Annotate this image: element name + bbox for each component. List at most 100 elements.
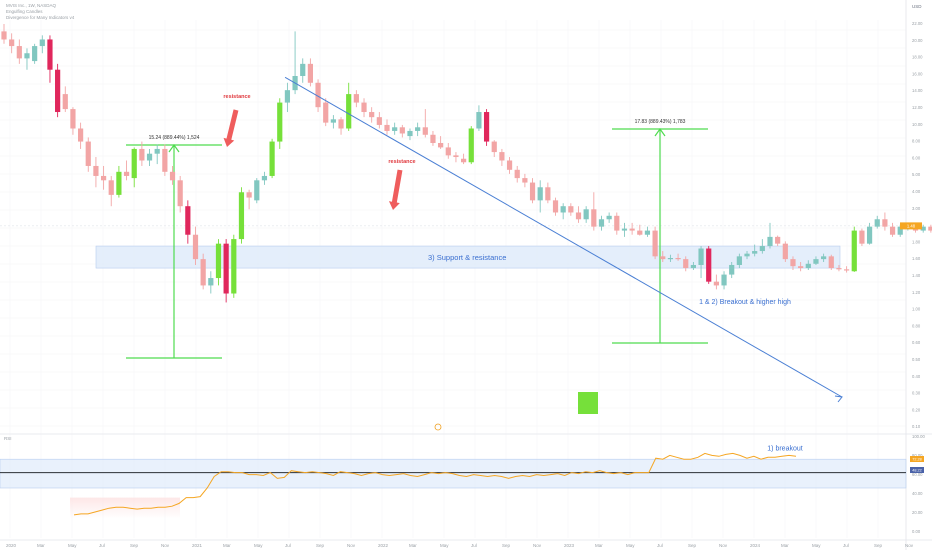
price-tick-label: 0.50 [912, 357, 921, 362]
rsi-tick-label: 60.00 [912, 472, 923, 477]
rsi-tag-1 [910, 456, 924, 462]
time-tick-label: Mar [223, 543, 231, 548]
price-tick-label: 8.00 [912, 139, 921, 144]
candle-body [1, 31, 7, 40]
time-tick-label: 2022 [378, 543, 389, 548]
rsi-tick-label: 20.00 [912, 510, 923, 515]
candle-body [637, 230, 643, 235]
price-tick-label: 1.80 [912, 239, 921, 244]
candle-body [353, 94, 359, 103]
candle-body [491, 141, 497, 153]
candle-body [323, 102, 329, 123]
time-tick-label: Sep [502, 543, 511, 548]
label-resistance-1: resistance [223, 94, 250, 100]
candle-body [821, 256, 827, 260]
candle-body [759, 246, 765, 252]
candle-body [139, 148, 145, 161]
candle-body [330, 119, 336, 123]
candle-body [690, 264, 696, 269]
candle-body [284, 90, 291, 103]
price-tick-label: 1.60 [912, 256, 921, 261]
candle-body [836, 268, 842, 270]
rsi-pane-label: RSI [4, 436, 12, 441]
candle-body [560, 206, 566, 213]
candle-body [445, 147, 451, 156]
candle-body [598, 219, 605, 227]
last-price-tag-text: 1.48 [907, 223, 916, 228]
time-tick-label: May [440, 543, 449, 548]
candle-body [438, 142, 444, 148]
candle-body [315, 82, 321, 108]
candle-body [537, 187, 543, 201]
candle-body [300, 63, 306, 76]
candle-body [775, 236, 781, 244]
price-tick-label: 0.10 [912, 424, 921, 429]
candle-body [307, 63, 313, 83]
measure-2-label: 17.83 (889.43%) 1,783 [635, 119, 686, 125]
candle-body [859, 230, 865, 244]
symbol-title: MVIS Inc., 1W, NASDAQ [6, 3, 57, 8]
price-tick-label: 3.00 [912, 206, 921, 211]
candle-body [100, 175, 107, 181]
candle-body [713, 281, 719, 286]
candle-body [882, 219, 888, 227]
candle-body [866, 226, 873, 244]
candle-body [55, 69, 61, 113]
candle-body [529, 182, 536, 201]
candle-body [729, 264, 735, 275]
candle-body [499, 152, 505, 161]
candle-body [407, 130, 413, 137]
time-tick-label: Sep [688, 543, 697, 548]
price-tick-label: 5.00 [912, 172, 921, 177]
candle-body [798, 266, 804, 269]
candle-body [238, 192, 245, 240]
price-tick-label: 0.80 [912, 323, 921, 328]
rsi-tag-1-text: 72.28 [912, 458, 922, 462]
candle-body [200, 259, 206, 286]
candle-body [361, 102, 367, 113]
time-tick-label: Nov [347, 543, 356, 548]
time-tick-label: Mar [409, 543, 417, 548]
candle-body [644, 230, 651, 235]
time-tick-label: 2021 [192, 543, 203, 548]
candle-body [545, 187, 551, 201]
rsi-tag-2-text: 48.22 [912, 469, 922, 473]
candle-body [108, 180, 114, 195]
rsi-tick-label: 40.00 [912, 491, 923, 496]
candle-body [453, 155, 459, 158]
candle-body [583, 209, 589, 220]
candle-body [131, 148, 137, 179]
candle-body [483, 112, 490, 142]
candle-body [215, 243, 222, 279]
measure-2-arrowhead [654, 127, 666, 137]
currency-label: USD [912, 4, 922, 9]
candle-body [277, 102, 283, 142]
rsi-tick-label: 100.00 [912, 434, 925, 439]
label-resistance-2: resistance [388, 159, 415, 165]
candle-body [889, 226, 896, 235]
candle-body [575, 212, 582, 220]
candle-body [752, 251, 758, 254]
candle-body [813, 259, 819, 264]
candle-body [16, 46, 22, 59]
label-breakout-higher-high: 1 & 2) Breakout & higher high [699, 299, 791, 306]
candle-body [415, 127, 421, 131]
candle-body [461, 158, 467, 163]
trendline-arrowhead [834, 395, 843, 403]
price-tick-label: 22.00 [912, 21, 923, 26]
candle-body [629, 228, 635, 231]
candle-body [177, 180, 183, 207]
candle-body [62, 94, 68, 110]
candle-body [254, 180, 260, 201]
candle-body [162, 148, 168, 172]
candle-body [606, 215, 612, 220]
indicator-label-divergence: Divergence for Many Indicators v4 [6, 15, 75, 20]
candle-body [621, 228, 628, 231]
candle-body [192, 234, 199, 260]
last-price-tag [900, 222, 922, 230]
candle-body [660, 256, 666, 260]
candle-body [9, 39, 15, 47]
candle-body [928, 226, 932, 231]
candle-body [736, 256, 742, 265]
price-tick-label: 1.40 [912, 273, 921, 278]
